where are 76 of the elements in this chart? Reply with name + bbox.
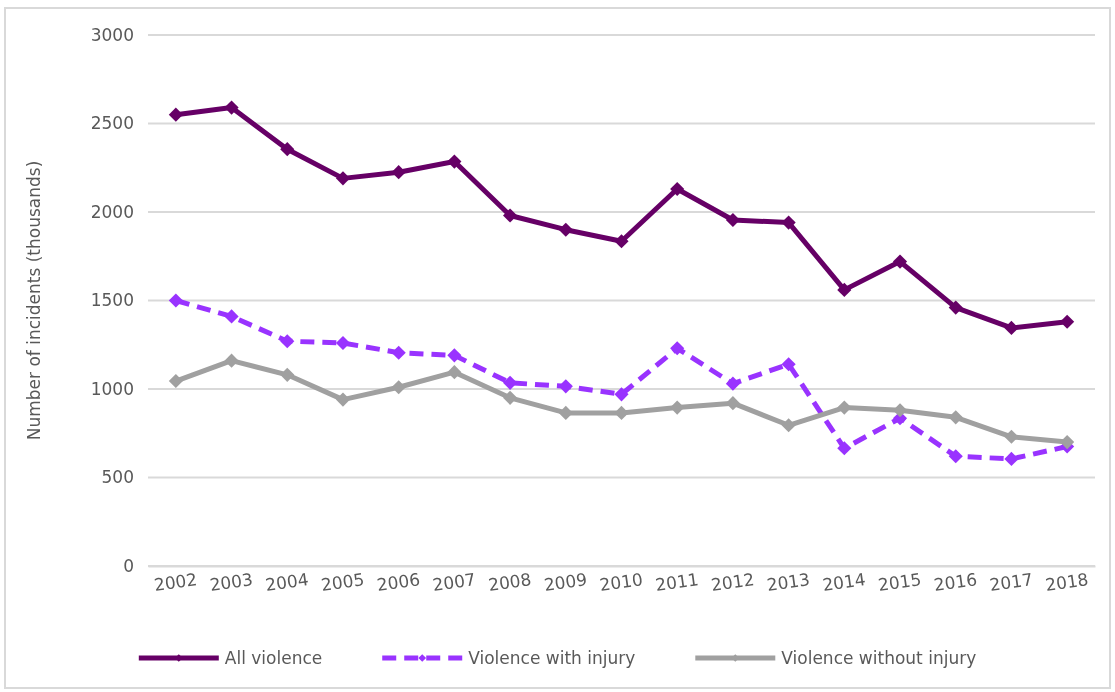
point [168, 293, 183, 308]
point [558, 405, 573, 420]
point [837, 441, 852, 456]
point [837, 400, 852, 415]
point [335, 171, 351, 186]
x-tick-label: 2002 [152, 569, 199, 595]
point [725, 376, 740, 391]
point [725, 212, 740, 228]
legend-label: Violence without injury [781, 648, 977, 668]
x-tick-label: 2003 [208, 569, 255, 595]
point [447, 154, 462, 169]
point [503, 390, 518, 405]
y-tick-label: 1000 [90, 378, 134, 399]
y-axis-title: Number of incidents (thousands) [24, 160, 44, 441]
y-tick-label: 0 [123, 555, 134, 576]
point [447, 348, 462, 363]
point [1060, 314, 1075, 329]
point [670, 181, 685, 197]
point [224, 353, 239, 368]
point [558, 222, 573, 237]
point [614, 387, 629, 402]
y-tick-label: 3000 [90, 24, 134, 45]
legend-label: All violence [224, 648, 323, 668]
point [948, 410, 963, 425]
point [781, 357, 796, 372]
point [670, 400, 685, 415]
point [224, 309, 239, 324]
x-tick-label: 2006 [375, 569, 422, 595]
x-tick-label: 2009 [542, 569, 589, 595]
point [168, 373, 183, 389]
point [335, 335, 351, 351]
point [781, 215, 796, 230]
x-tick-label: 2010 [598, 569, 644, 595]
point [725, 396, 740, 411]
point [503, 208, 518, 223]
point [781, 418, 796, 433]
legend-label: Violence with injury [468, 648, 636, 668]
x-tick-label: 2015 [876, 569, 923, 595]
point [892, 254, 908, 269]
x-tick-label: 2004 [264, 569, 310, 595]
point [1060, 435, 1075, 450]
x-tick-label: 2005 [319, 569, 366, 595]
x-tick-label: 2018 [1044, 569, 1090, 595]
point [503, 375, 518, 390]
y-tick-label: 2000 [90, 201, 134, 222]
point [391, 345, 406, 360]
point [280, 367, 295, 382]
point [837, 282, 852, 297]
y-tick-label: 1500 [90, 290, 134, 311]
point [614, 234, 629, 249]
point [391, 380, 406, 395]
point [670, 341, 685, 356]
x-tick-label: 2013 [765, 569, 812, 595]
point [447, 365, 462, 380]
x-tick-label: 2016 [932, 569, 979, 595]
x-tick-label: 2008 [486, 569, 533, 595]
point [280, 142, 295, 157]
point [224, 100, 239, 115]
x-tick-label: 2007 [431, 569, 477, 595]
x-tick-label: 2014 [821, 569, 867, 595]
y-tick-label: 500 [101, 467, 134, 488]
point [1004, 320, 1019, 336]
point [614, 405, 629, 420]
point [948, 300, 963, 315]
point [335, 392, 351, 407]
x-tick-label: 2012 [709, 569, 756, 595]
point [558, 379, 573, 394]
point [1004, 429, 1019, 444]
x-tick-label: 2011 [654, 569, 700, 595]
x-tick-label: 2017 [988, 569, 1034, 595]
point [948, 449, 963, 464]
point [1004, 451, 1019, 466]
point [168, 107, 183, 122]
point [280, 334, 295, 349]
y-tick-label: 2500 [90, 113, 134, 134]
point [391, 165, 406, 180]
